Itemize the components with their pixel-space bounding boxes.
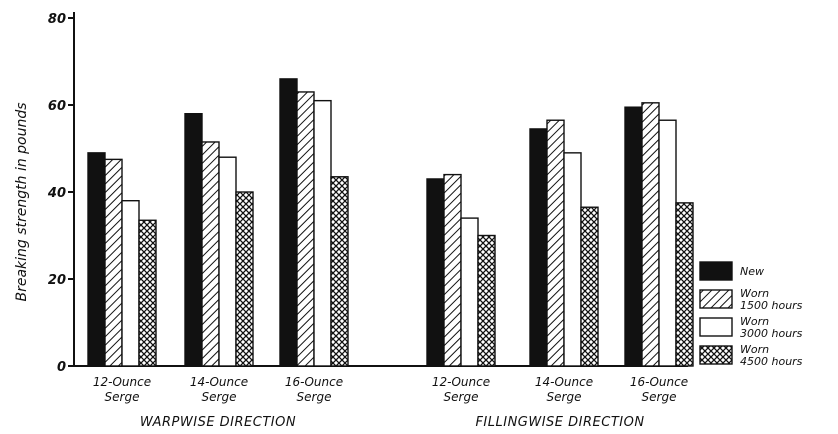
y-tick-label: 40 — [47, 186, 66, 201]
bar — [641, 102, 660, 367]
x-tick-label: 14-Ounce Serge — [190, 375, 248, 404]
bar — [580, 206, 599, 367]
bar — [87, 152, 106, 367]
legend-swatch — [699, 261, 733, 281]
bar — [426, 178, 445, 367]
bar — [477, 234, 496, 367]
x-tick-label: 12-Ounce Serge — [432, 375, 490, 404]
bar — [313, 99, 332, 367]
bar — [529, 128, 548, 367]
bar — [658, 119, 677, 367]
legend-label: New — [740, 265, 764, 278]
bar — [104, 158, 123, 367]
legend-swatch — [699, 345, 733, 365]
y-tick-label: 0 — [57, 360, 66, 375]
bar — [443, 173, 462, 367]
bar — [218, 156, 237, 367]
legend-label: Worn 4500 hours — [740, 343, 803, 368]
bar — [121, 199, 140, 367]
y-tick-label: 20 — [48, 273, 66, 288]
x-axis: 12-Ounce Serge 14-Ounce Serge 16-Ounce Serge 1… — [74, 365, 688, 430]
bar — [330, 176, 349, 367]
bar — [546, 119, 565, 367]
y-axis: 0 20 40 60 80 Breaking strength in pounds — [14, 12, 75, 375]
bar — [184, 112, 203, 367]
bar — [296, 91, 315, 367]
legend-swatch — [699, 289, 733, 309]
y-tick-label: 80 — [48, 12, 66, 27]
bar — [201, 141, 220, 367]
bars — [87, 78, 694, 367]
legend-swatch — [699, 317, 733, 337]
x-tick-label: 16-Ounce Serge — [285, 375, 343, 404]
y-axis-label: Breaking strength in pounds — [14, 102, 30, 301]
bar — [624, 106, 643, 367]
bar — [675, 202, 694, 367]
y-tick-label: 60 — [48, 99, 66, 114]
x-tick-label: 14-Ounce Serge — [535, 375, 593, 404]
x-tick-label: 12-Ounce Serge — [93, 375, 151, 404]
group-label: FILLINGWISE DIRECTION — [475, 415, 644, 430]
bar — [460, 217, 479, 367]
bar — [235, 191, 254, 367]
bar — [279, 78, 298, 367]
legend-label: Worn 1500 hours — [740, 287, 803, 312]
legend-label: Worn 3000 hours — [740, 315, 803, 340]
bar — [563, 152, 582, 367]
x-tick-label: 16-Ounce Serge — [630, 375, 688, 404]
bar — [138, 219, 157, 367]
legend: New Worn 1500 hours Worn 3000 hours Worn 4500 … — [699, 261, 803, 368]
group-label: WARPWISE DIRECTION — [140, 415, 296, 430]
